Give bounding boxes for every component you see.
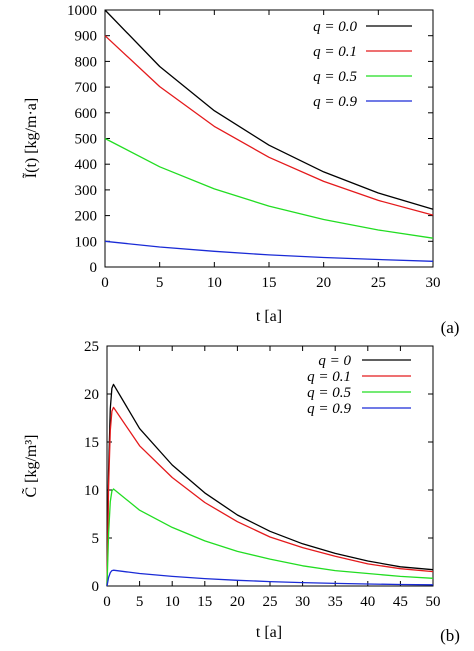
x-tick-label: 30: [426, 275, 441, 291]
y-tick-label: 100: [75, 234, 98, 250]
legend-label: q = 0: [318, 353, 351, 369]
y-tick-label: 600: [75, 106, 98, 122]
plot-frame: [104, 9, 434, 268]
x-tick-label: 15: [262, 275, 277, 291]
x-tick-label: 0: [103, 594, 111, 610]
y-tick-label: 1000: [67, 3, 97, 19]
series-line-1: [106, 406, 434, 587]
x-tick-label: 5: [136, 594, 144, 610]
y-tick-label: 800: [75, 54, 98, 70]
y-tick-label: 20: [84, 387, 99, 403]
series-line-3: [106, 569, 434, 587]
y-tick-label: 15: [84, 435, 99, 451]
legend-label: q = 0.9: [313, 94, 357, 110]
legend-label: q = 0.0: [313, 19, 357, 35]
chart-panel-a: 0 5 10 15 20 25 300100200300400500600700800900…: [22, 3, 459, 337]
series-line-2: [106, 488, 434, 587]
panel-label: (b): [440, 626, 460, 645]
y-tick-label: 0: [90, 260, 98, 276]
x-tick-label: 10: [207, 275, 222, 291]
x-tick-label: 45: [393, 594, 408, 610]
legend-label: q = 0.5: [313, 69, 357, 85]
y-tick-label: 0: [92, 579, 100, 595]
y-tick-label: 900: [75, 29, 98, 45]
x-tick-label: 25: [371, 275, 386, 291]
x-tick-label: 50: [426, 594, 441, 610]
x-tick-label: 25: [263, 594, 278, 610]
x-tick-label: 40: [360, 594, 375, 610]
y-tick-label: 300: [75, 183, 98, 199]
legend-label: q = 0.1: [307, 369, 351, 385]
series-line-2: [104, 137, 434, 239]
legend-label: q = 0.1: [313, 44, 357, 60]
y-tick-label: 5: [92, 531, 100, 547]
y-tick-label: 200: [75, 209, 98, 225]
x-tick-label: 5: [156, 275, 164, 291]
legend-label: q = 0.5: [307, 385, 351, 401]
plot-frame: [106, 345, 434, 587]
x-tick-label: 0: [101, 275, 109, 291]
series-line-0: [104, 9, 434, 210]
y-tick-label: 700: [75, 80, 98, 96]
y-tick-label: 400: [75, 157, 98, 173]
x-tick-label: 20: [316, 275, 331, 291]
x-tick-label: 15: [197, 594, 212, 610]
y-axis-label: Ĩ(t) [kg/m·a]: [22, 98, 40, 178]
x-axis-label: t [a]: [256, 624, 282, 641]
x-axis-label: t [a]: [256, 308, 282, 325]
x-tick-label: 10: [165, 594, 180, 610]
y-axis-label: C̃ [kg/m³]: [22, 434, 40, 497]
series-line-3: [104, 240, 434, 262]
x-tick-label: 30: [295, 594, 310, 610]
x-tick-label: 35: [328, 594, 343, 610]
legend-label: q = 0.9: [307, 401, 351, 417]
y-tick-label: 10: [84, 483, 99, 499]
y-tick-label: 25: [84, 339, 99, 355]
x-tick-label: 20: [230, 594, 245, 610]
panel-label: (a): [441, 318, 460, 337]
y-tick-label: 500: [75, 132, 98, 148]
series-line-1: [104, 35, 434, 216]
series-line-0: [106, 383, 434, 587]
